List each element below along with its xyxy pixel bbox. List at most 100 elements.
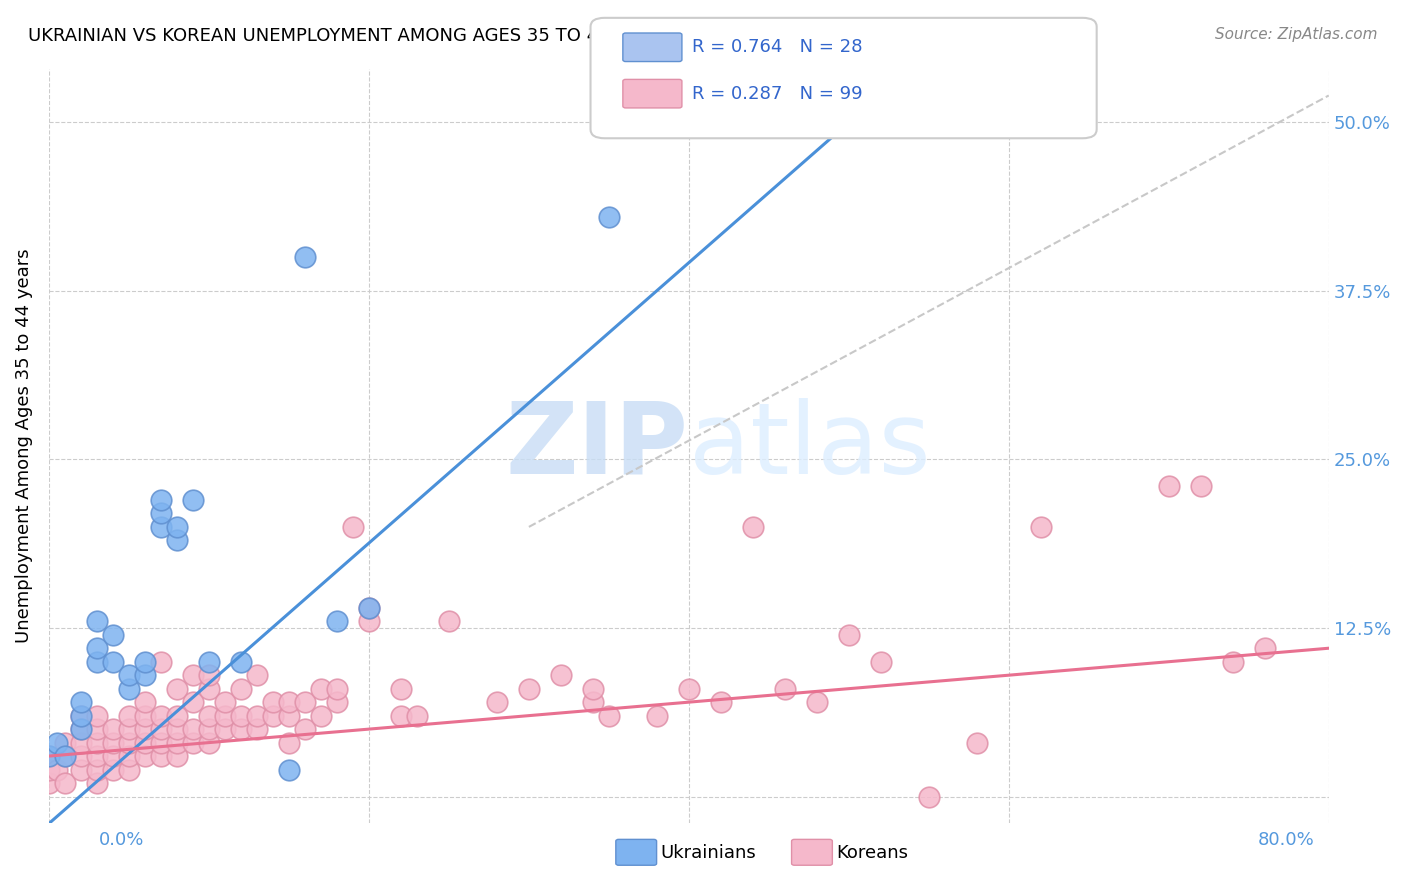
Point bbox=[357, 600, 380, 615]
Point bbox=[550, 668, 572, 682]
Point bbox=[38, 763, 60, 777]
Point bbox=[118, 722, 141, 736]
Point bbox=[1029, 520, 1052, 534]
Point bbox=[134, 668, 156, 682]
Point bbox=[294, 722, 316, 736]
Point bbox=[181, 668, 204, 682]
Point bbox=[294, 695, 316, 709]
Point bbox=[246, 722, 269, 736]
Point bbox=[86, 614, 108, 628]
Point bbox=[86, 655, 108, 669]
Point bbox=[181, 722, 204, 736]
Point bbox=[181, 695, 204, 709]
Point bbox=[357, 600, 380, 615]
Point bbox=[181, 736, 204, 750]
Point bbox=[38, 776, 60, 790]
Point bbox=[86, 749, 108, 764]
Point bbox=[262, 708, 284, 723]
Text: 80.0%: 80.0% bbox=[1258, 831, 1315, 849]
Point bbox=[149, 492, 172, 507]
Point bbox=[198, 655, 221, 669]
Point bbox=[229, 722, 252, 736]
Text: Koreans: Koreans bbox=[837, 844, 908, 862]
Point bbox=[166, 736, 188, 750]
Point bbox=[166, 749, 188, 764]
Point bbox=[53, 736, 76, 750]
Text: Source: ZipAtlas.com: Source: ZipAtlas.com bbox=[1215, 27, 1378, 42]
Point bbox=[149, 520, 172, 534]
Point bbox=[741, 520, 763, 534]
Point bbox=[918, 789, 941, 804]
Point bbox=[262, 695, 284, 709]
Point bbox=[86, 763, 108, 777]
Point bbox=[229, 681, 252, 696]
Point bbox=[645, 708, 668, 723]
Text: atlas: atlas bbox=[689, 398, 931, 494]
Point bbox=[70, 722, 93, 736]
Point bbox=[46, 763, 69, 777]
Point bbox=[838, 628, 860, 642]
Point bbox=[1222, 655, 1244, 669]
Point bbox=[134, 749, 156, 764]
Point bbox=[342, 520, 364, 534]
Text: R = 0.764   N = 28: R = 0.764 N = 28 bbox=[692, 38, 862, 56]
Point bbox=[53, 749, 76, 764]
Point bbox=[70, 749, 93, 764]
Point bbox=[118, 708, 141, 723]
Point bbox=[118, 736, 141, 750]
Point bbox=[710, 695, 733, 709]
Point bbox=[869, 655, 891, 669]
Point bbox=[326, 681, 349, 696]
Y-axis label: Unemployment Among Ages 35 to 44 years: Unemployment Among Ages 35 to 44 years bbox=[15, 249, 32, 643]
Point bbox=[70, 736, 93, 750]
Point bbox=[134, 695, 156, 709]
Point bbox=[582, 681, 605, 696]
Point bbox=[357, 614, 380, 628]
Point bbox=[181, 492, 204, 507]
Point bbox=[118, 763, 141, 777]
Point bbox=[198, 668, 221, 682]
Point bbox=[70, 763, 93, 777]
Point bbox=[806, 695, 828, 709]
Point bbox=[166, 681, 188, 696]
Point bbox=[166, 533, 188, 548]
Text: Ukrainians: Ukrainians bbox=[661, 844, 756, 862]
Point bbox=[246, 668, 269, 682]
Point bbox=[86, 776, 108, 790]
Point bbox=[70, 695, 93, 709]
Point bbox=[278, 708, 301, 723]
Point bbox=[46, 736, 69, 750]
Point bbox=[118, 749, 141, 764]
Point bbox=[134, 722, 156, 736]
Point bbox=[149, 722, 172, 736]
Point bbox=[149, 736, 172, 750]
Point bbox=[166, 708, 188, 723]
Point bbox=[86, 708, 108, 723]
Point bbox=[70, 722, 93, 736]
Point bbox=[598, 708, 620, 723]
Point bbox=[678, 681, 700, 696]
Point bbox=[134, 708, 156, 723]
Point bbox=[101, 628, 124, 642]
Point bbox=[214, 708, 236, 723]
Point bbox=[278, 763, 301, 777]
Text: 0.0%: 0.0% bbox=[98, 831, 143, 849]
Point bbox=[309, 681, 332, 696]
Point bbox=[517, 681, 540, 696]
Point bbox=[229, 655, 252, 669]
Point bbox=[214, 695, 236, 709]
Point bbox=[198, 708, 221, 723]
Point bbox=[229, 708, 252, 723]
Point bbox=[70, 708, 93, 723]
Point bbox=[1254, 641, 1277, 656]
Point bbox=[134, 736, 156, 750]
Point bbox=[118, 681, 141, 696]
Point bbox=[149, 708, 172, 723]
Point bbox=[38, 749, 60, 764]
Point bbox=[582, 695, 605, 709]
Point bbox=[278, 695, 301, 709]
Point bbox=[38, 749, 60, 764]
Point bbox=[198, 722, 221, 736]
Point bbox=[773, 681, 796, 696]
Point bbox=[406, 708, 429, 723]
